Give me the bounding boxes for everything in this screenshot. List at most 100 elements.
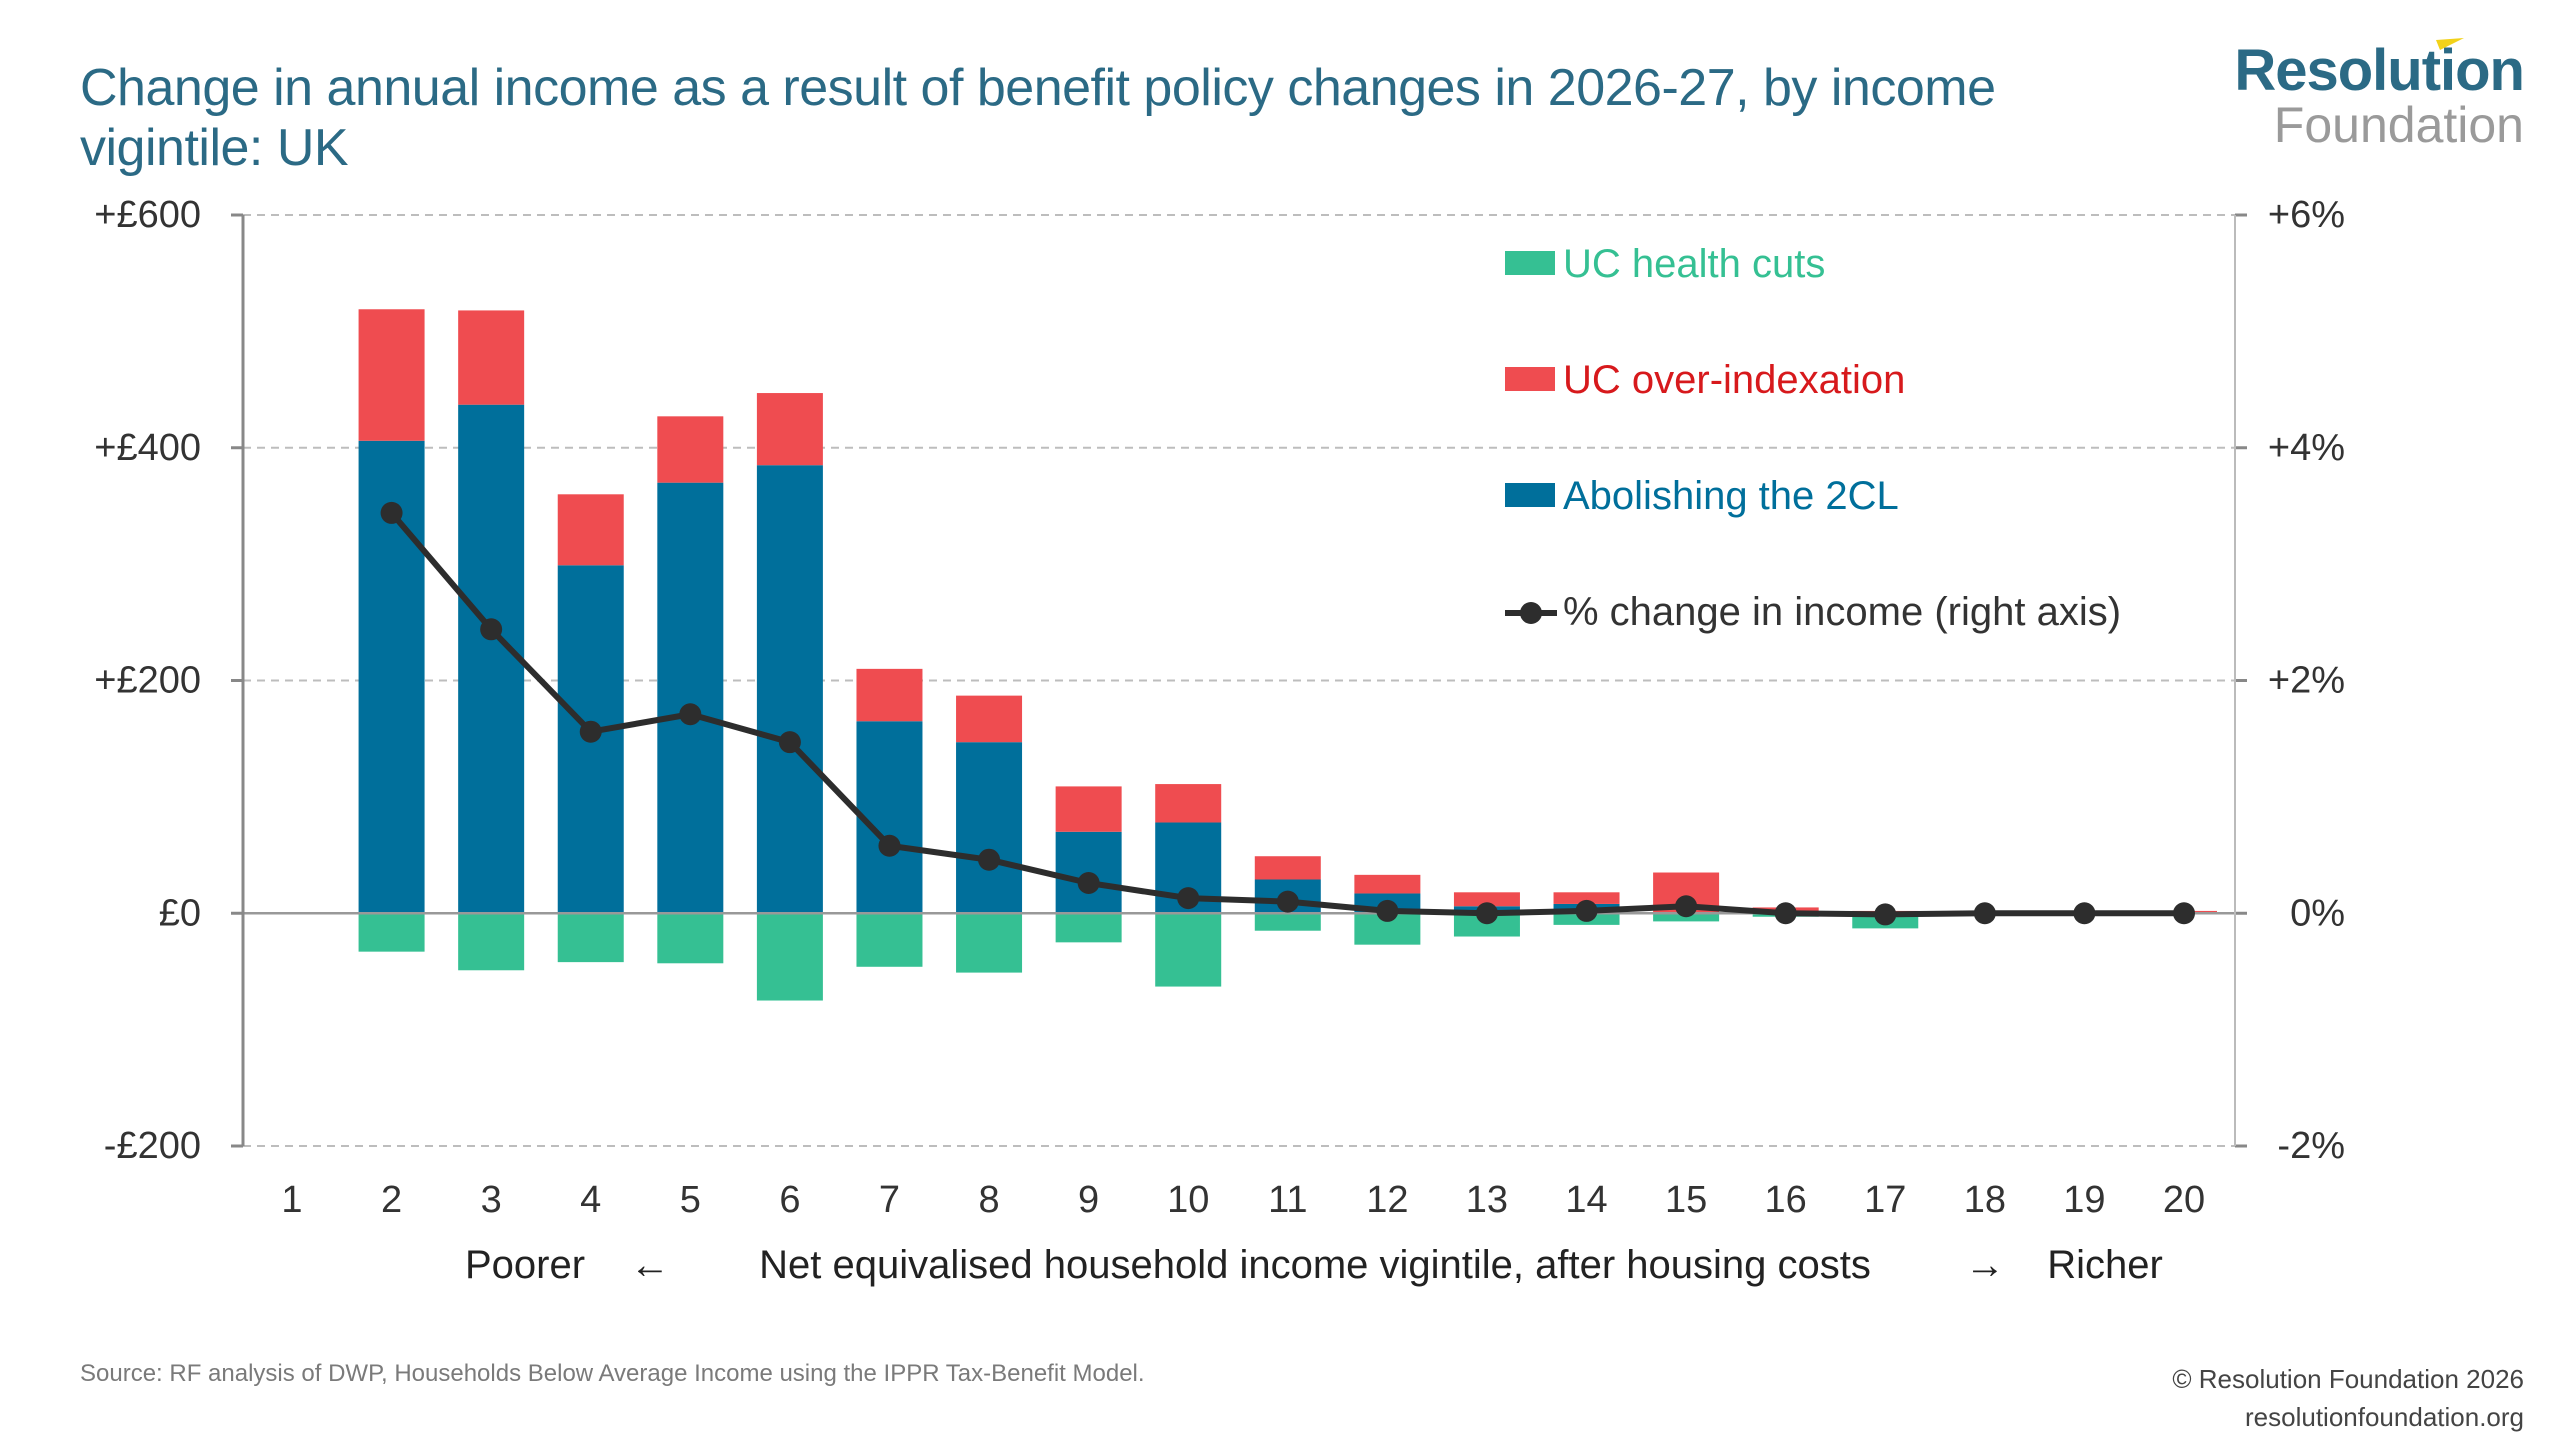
x-axis-title: Net equivalised household income viginti… [759,1243,1871,1287]
x-tick-label: 19 [2063,1179,2105,1221]
bar-uc-health-cuts-6 [756,913,823,1001]
bar-uc-health-cuts-11 [1254,913,1321,931]
bar-uc-over-indexation-7 [856,668,923,722]
logo-word-resolution: Resolution [2234,38,2525,103]
bar-uc-over-indexation-9 [1055,786,1122,832]
legend-label-2: Abolishing the 2CL [1563,474,1899,518]
y-tick-label: +£400 [94,427,201,469]
x-axis-arrow-left: ← [630,1243,670,1287]
bar-uc-over-indexation-8 [956,695,1023,743]
percent-point-16 [1774,902,1797,925]
x-tick-label: 18 [1964,1179,2006,1221]
copyright-text: © Resolution Foundation 2026 [2172,1364,2524,1394]
x-axis-label-poorer: Poorer [465,1243,585,1287]
bar-uc-health-cuts-3 [458,913,525,971]
bar-uc-over-indexation-5 [657,416,724,483]
bar-uc-over-indexation-11 [1254,856,1321,880]
axis-labels: -£200£0+£200+£400+£600-2%0%+2%+4%+6%1 2 3 4… [94,194,2345,1287]
x-tick-label: 4 [580,1179,601,1221]
website-link[interactable]: resolutionfoundation.org [2245,1402,2524,1432]
percent-point-14 [1575,899,1598,922]
percent-point-7 [878,834,901,857]
x-tick-label: 15 [1665,1179,1707,1221]
x-tick-label: 6 [779,1179,800,1221]
bar-uc-health-cuts-10 [1155,913,1222,987]
legend-swatch-0 [1505,251,1555,275]
legend-label-3: % change in income (right axis) [1563,590,2121,634]
bar-uc-health-cuts-4 [557,913,624,963]
x-tick-label: 10 [1167,1179,1209,1221]
bar-uc-over-indexation-2 [358,309,425,441]
y2-tick-label: +2% [2268,660,2345,702]
bar-uc-over-indexation-13 [1453,892,1520,907]
legend: UC health cuts UC over-indexation Abolishi… [1505,242,2121,634]
x-tick-label: 20 [2163,1179,2205,1221]
resolution-foundation-logo: Resolution Foundation [2234,38,2525,153]
y2-tick-label: -2% [2277,1125,2345,1167]
x-tick-label: 14 [1565,1179,1607,1221]
percent-point-11 [1276,890,1299,913]
legend-label-1: UC over-indexation [1563,358,1905,402]
bar-abolishing-the-2cl-8 [956,742,1023,914]
x-tick-label: 8 [978,1179,999,1221]
x-tick-label: 11 [1268,1179,1307,1221]
x-axis-arrow-right: → [1965,1243,2005,1287]
percent-point-15 [1675,895,1698,918]
x-tick-label: 7 [879,1179,900,1221]
y-tick-label: -£200 [104,1125,201,1167]
bar-uc-over-indexation-3 [458,310,525,405]
percent-point-2 [380,501,403,524]
percent-point-20 [2173,902,2195,925]
bar-uc-health-cuts-9 [1055,913,1122,943]
y-tick-label: +£200 [94,660,201,702]
logo-line-2: Foundation [2273,97,2524,153]
percent-point-13 [1475,902,1498,925]
x-tick-label: 5 [680,1179,701,1221]
logo-line-1: Resolution [2234,38,2525,100]
bar-abolishing-the-2cl-3 [458,404,525,914]
x-tick-label: 9 [1078,1179,1099,1221]
logo-accent-icon [2436,38,2464,50]
percent-point-18 [1973,902,1996,925]
chart-title: Change in annual income as a result of b… [80,59,1996,177]
copyright-block: © Resolution Foundation 2026 resolutionf… [2172,1360,2524,1436]
x-tick-label: 16 [1765,1179,1807,1221]
source-note: Source: RF analysis of DWP, Households B… [80,1360,1145,1387]
y2-tick-label: 0% [2290,892,2345,934]
bar-abolishing-the-2cl-5 [657,482,724,914]
percent-point-9 [1077,871,1100,894]
legend-label-0: UC health cuts [1563,242,1825,286]
y-tick-label: £0 [159,892,201,934]
x-tick-label: 2 [381,1179,402,1221]
percent-point-5 [679,703,702,726]
x-tick-label: 13 [1466,1179,1508,1221]
bar-uc-health-cuts-2 [358,913,425,952]
percent-point-6 [778,731,801,754]
percent-point-4 [579,720,602,743]
bar-uc-health-cuts-5 [657,913,724,964]
percent-point-8 [978,848,1001,871]
x-tick-label: 12 [1366,1179,1408,1221]
bar-abolishing-the-2cl-6 [756,465,823,914]
x-tick-label: 3 [481,1179,502,1221]
gridlines [243,214,2235,1147]
legend-dot-icon [1520,602,1542,624]
y2-tick-label: +6% [2268,194,2345,236]
bar-uc-health-cuts-15 [1653,913,1720,922]
x-tick-label: 17 [1864,1179,1906,1221]
percent-point-3 [480,618,503,641]
percent-point-10 [1177,887,1200,910]
bar-uc-over-indexation-10 [1155,784,1222,823]
legend-swatch-1 [1505,367,1555,391]
bar-uc-health-cuts-7 [856,913,923,967]
bar-uc-health-cuts-13 [1453,913,1520,937]
percent-point-17 [1874,903,1897,926]
legend-swatch-2 [1505,483,1555,507]
bar-abolishing-the-2cl-7 [856,721,923,914]
percent-change-line [380,501,2195,926]
y2-tick-label: +4% [2268,427,2345,469]
bar-uc-over-indexation-14 [1553,892,1620,904]
bar-uc-over-indexation-4 [557,494,624,566]
bar-uc-over-indexation-12 [1354,874,1421,894]
